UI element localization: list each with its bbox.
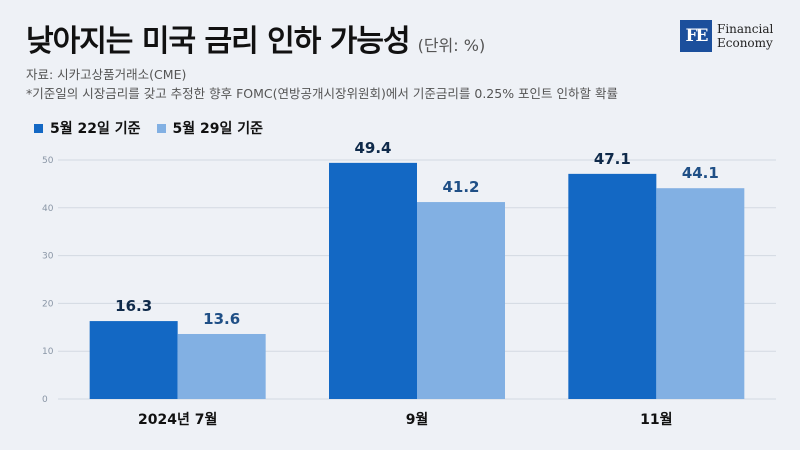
y-tick-label: 0 xyxy=(42,395,48,405)
brand-logo: FE Financial Economy xyxy=(680,20,773,52)
data-label: 47.1 xyxy=(594,150,631,168)
data-label: 44.1 xyxy=(682,164,719,182)
bar-series-2 xyxy=(177,333,266,399)
legend-item-series-1: 5월 22일 기준 xyxy=(34,118,141,138)
logo-text: Financial Economy xyxy=(717,22,773,50)
bar-series-1 xyxy=(568,173,657,399)
bar-series-1 xyxy=(89,321,178,399)
logo-mark: FE xyxy=(680,20,712,52)
legend-item-series-2: 5월 29일 기준 xyxy=(156,118,264,138)
footnote-text: *기준일의 시장금리를 갖고 추정한 향후 FOMC(연방공개시장위원회)에서 … xyxy=(26,86,618,101)
title-row: 낮아지는 미국 금리 인하 가능성 (단위: %) xyxy=(26,16,485,60)
legend: 5월 22일 기준 5월 29일 기준 xyxy=(34,118,263,138)
x-tick-label: 2024년 7월 xyxy=(138,411,217,428)
data-label: 16.3 xyxy=(115,297,152,315)
y-tick-label: 40 xyxy=(42,204,54,214)
logo-line-2: Economy xyxy=(717,36,773,50)
data-label: 41.2 xyxy=(442,178,479,196)
y-tick-label: 50 xyxy=(42,156,54,166)
data-label: 13.6 xyxy=(203,310,240,328)
bar-series-1 xyxy=(329,162,417,399)
x-tick-label: 9월 xyxy=(406,411,429,428)
legend-swatch-series-2 xyxy=(156,123,166,133)
logo-line-1: Financial xyxy=(717,22,774,36)
bar-series-2 xyxy=(656,188,745,399)
chart-title: 낮아지는 미국 금리 인하 가능성 xyxy=(26,24,411,59)
legend-label-series-2: 5월 29일 기준 xyxy=(172,121,264,137)
legend-swatch-series-1 xyxy=(34,123,43,133)
y-tick-label: 10 xyxy=(42,347,54,357)
legend-label-series-1: 5월 22일 기준 xyxy=(50,121,141,137)
bar-series-2 xyxy=(417,202,505,399)
data-label: 49.4 xyxy=(354,139,391,157)
y-tick-label: 20 xyxy=(42,299,54,309)
source-text: 자료: 시카고상품거래소(CME) xyxy=(26,67,187,82)
y-tick-label: 30 xyxy=(42,252,54,262)
x-tick-label: 11월 xyxy=(640,411,672,428)
unit-label: (단위: %) xyxy=(417,36,486,55)
